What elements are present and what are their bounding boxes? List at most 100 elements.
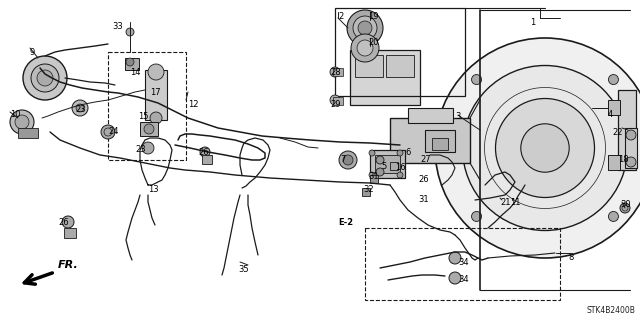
Circle shape [15,115,29,129]
Bar [425,130,455,152]
Circle shape [142,142,154,154]
Text: 17: 17 [150,88,161,97]
Text: 29: 29 [330,100,340,109]
Bar [608,100,620,115]
Circle shape [620,203,630,213]
Text: 2: 2 [338,12,343,21]
Bar [618,90,636,170]
Bar [140,122,158,136]
Text: 18: 18 [618,155,628,164]
Text: FR.: FR. [58,260,79,270]
Bar [350,50,420,105]
Text: 31: 31 [418,195,429,204]
Text: 20: 20 [368,38,378,47]
Circle shape [72,100,88,116]
Circle shape [626,130,636,140]
Bar [375,155,400,173]
Text: 4: 4 [608,110,613,119]
Text: 5: 5 [381,162,387,171]
Text: 23: 23 [135,145,146,154]
Text: E-2: E-2 [338,218,353,227]
Bar [202,155,212,164]
Circle shape [449,272,461,284]
Bar [370,150,405,178]
Circle shape [358,21,372,35]
Bar [108,52,186,160]
Circle shape [200,147,210,157]
Circle shape [463,65,627,231]
Circle shape [126,28,134,36]
Circle shape [397,172,403,178]
Bar [335,8,465,96]
Circle shape [353,16,377,40]
Text: 26: 26 [418,175,429,184]
Bar [355,55,383,77]
Circle shape [521,124,569,172]
Text: 28: 28 [330,68,340,77]
Circle shape [609,75,618,85]
Circle shape [369,150,375,156]
Bar [365,228,560,300]
Circle shape [330,67,340,77]
Circle shape [37,70,53,86]
Text: 6: 6 [405,148,410,157]
Bar [432,138,448,150]
Text: 13: 13 [148,185,159,194]
Circle shape [31,64,59,92]
Circle shape [343,155,353,165]
Text: 31: 31 [368,172,379,181]
Text: 32: 32 [363,185,374,194]
Circle shape [495,99,595,197]
Bar [608,155,620,170]
Text: 19: 19 [368,12,378,21]
Text: 9: 9 [30,48,35,57]
Circle shape [351,34,379,62]
Text: 23: 23 [75,105,86,114]
Bar [386,55,414,77]
Text: 30: 30 [620,200,630,209]
Circle shape [150,112,162,124]
Text: 15: 15 [138,112,148,121]
Text: 27: 27 [420,155,431,164]
Text: 34: 34 [458,275,468,284]
Text: 34: 34 [458,258,468,267]
Circle shape [357,40,373,56]
Circle shape [472,211,481,221]
Text: 8: 8 [568,253,573,262]
Circle shape [62,216,74,228]
Text: 24: 24 [108,127,118,136]
Text: STK4B2400B: STK4B2400B [586,306,635,315]
Text: 1: 1 [530,18,535,27]
Circle shape [609,211,618,221]
Circle shape [449,252,461,264]
Bar [18,128,38,138]
Text: 12: 12 [188,100,198,109]
Text: 26: 26 [198,148,209,157]
Text: 21: 21 [500,198,511,207]
Circle shape [10,110,34,134]
Circle shape [339,151,357,169]
Text: 35: 35 [238,265,248,274]
Text: 11: 11 [510,198,520,207]
Circle shape [76,104,84,112]
Text: 3: 3 [455,112,460,121]
Circle shape [144,124,154,134]
Bar [362,188,370,196]
Bar [390,118,470,163]
Bar [333,97,343,105]
Text: 16: 16 [395,163,406,172]
Circle shape [148,64,164,80]
Text: 10: 10 [10,110,20,119]
Text: 7: 7 [340,155,346,164]
Bar [125,58,139,70]
Text: 22: 22 [612,128,623,137]
Circle shape [376,168,384,176]
Bar [370,175,378,183]
Circle shape [347,10,383,46]
Circle shape [23,56,67,100]
Bar [625,128,637,168]
Circle shape [330,95,340,105]
Circle shape [472,75,481,85]
Bar [145,70,167,120]
Bar [64,228,76,238]
